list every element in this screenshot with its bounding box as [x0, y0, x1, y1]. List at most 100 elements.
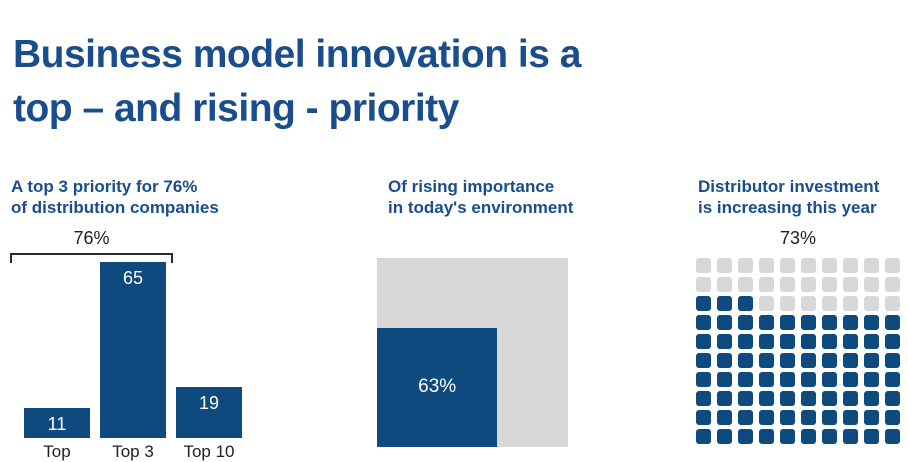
waffle-cell-filled — [843, 372, 858, 387]
bar-top3: 65 — [100, 262, 166, 438]
bar-chart: 76% 11 65 19 Top Top 3 Top 10 — [10, 228, 255, 462]
waffle-cell-empty — [864, 277, 879, 292]
waffle-cell-filled — [717, 410, 732, 425]
waffle-cell-filled — [780, 410, 795, 425]
waffle-cell-empty — [717, 258, 732, 273]
waffle-cell-empty — [885, 277, 900, 292]
waffle-chart — [696, 258, 900, 444]
waffle-cell-filled — [801, 315, 816, 330]
waffle-cell-empty — [801, 258, 816, 273]
waffle-cell-filled — [780, 353, 795, 368]
waffle-cell-filled — [885, 315, 900, 330]
square-value-label: 63% — [418, 376, 457, 398]
waffle-cell-filled — [738, 391, 753, 406]
waffle-cell-empty — [822, 277, 837, 292]
waffle-value-label: 73% — [779, 228, 817, 248]
waffle-cell-filled — [885, 429, 900, 444]
waffle-cell-filled — [780, 315, 795, 330]
waffle-cell-filled — [843, 410, 858, 425]
category-label-top10: Top 10 — [183, 442, 235, 461]
waffle-cell-filled — [822, 353, 837, 368]
waffle-cell-filled — [801, 372, 816, 387]
waffle-cell-filled — [864, 315, 879, 330]
waffle-cell-filled — [801, 391, 816, 406]
middle-panel-heading-line2: in today's environment — [388, 198, 574, 217]
waffle-cell-empty — [780, 277, 795, 292]
waffle-cell-filled — [822, 410, 837, 425]
waffle-cell-filled — [717, 353, 732, 368]
waffle-cell-filled — [696, 429, 711, 444]
waffle-cell-empty — [759, 258, 774, 273]
proportional-square-fill: 63% — [377, 327, 498, 447]
waffle-cell-filled — [717, 372, 732, 387]
waffle-cell-empty — [885, 296, 900, 311]
right-panel-heading-line1: Distributor investment — [698, 177, 880, 196]
page-title: Business model innovation is a top – and… — [13, 28, 581, 136]
waffle-cell-filled — [801, 429, 816, 444]
bar-top-value: 11 — [47, 414, 67, 434]
waffle-cell-filled — [822, 315, 837, 330]
page-title-line2: top – and rising - priority — [13, 87, 459, 131]
waffle-cell-filled — [759, 391, 774, 406]
right-panel-heading: Distributor investment is increasing thi… — [698, 176, 879, 218]
waffle-cell-filled — [696, 296, 711, 311]
left-panel-heading: A top 3 priority for 76% of distribution… — [11, 176, 219, 218]
waffle-cell-empty — [822, 258, 837, 273]
waffle-cell-filled — [759, 315, 774, 330]
waffle-cell-filled — [717, 315, 732, 330]
waffle-cell-filled — [843, 315, 858, 330]
bar-top3-value: 65 — [122, 268, 144, 288]
waffle-cell-filled — [780, 372, 795, 387]
waffle-cell-filled — [864, 410, 879, 425]
waffle-cell-filled — [843, 391, 858, 406]
waffle-cell-empty — [696, 277, 711, 292]
waffle-cell-empty — [738, 277, 753, 292]
middle-panel-heading: Of rising importance in today's environm… — [388, 176, 573, 218]
waffle-cell-empty — [822, 296, 837, 311]
waffle-cell-filled — [738, 372, 753, 387]
waffle-cell-filled — [738, 410, 753, 425]
waffle-cell-filled — [717, 391, 732, 406]
proportional-square-chart: 63% — [377, 258, 568, 447]
waffle-cell-empty — [864, 296, 879, 311]
middle-panel-heading-line1: Of rising importance — [388, 177, 555, 196]
waffle-cell-filled — [885, 410, 900, 425]
waffle-cell-empty — [780, 296, 795, 311]
waffle-cell-empty — [717, 277, 732, 292]
waffle-cell-empty — [759, 277, 774, 292]
waffle-cell-filled — [843, 429, 858, 444]
category-labels-row: Top Top 3 Top 10 — [24, 442, 244, 462]
waffle-cell-filled — [843, 334, 858, 349]
waffle-cell-filled — [822, 334, 837, 349]
waffle-cell-filled — [822, 372, 837, 387]
waffle-cell-filled — [696, 410, 711, 425]
waffle-cell-filled — [717, 296, 732, 311]
waffle-cell-filled — [801, 334, 816, 349]
waffle-cell-filled — [843, 353, 858, 368]
left-panel-heading-line1: A top 3 priority for 76% — [11, 177, 198, 196]
waffle-cell-filled — [864, 334, 879, 349]
waffle-cell-empty — [885, 258, 900, 273]
bracket-annotation — [10, 253, 173, 263]
waffle-cell-filled — [717, 334, 732, 349]
page-title-line1: Business model innovation is a — [13, 33, 581, 77]
waffle-cell-empty — [696, 258, 711, 273]
category-label-top: Top — [43, 442, 71, 461]
waffle-cell-filled — [696, 334, 711, 349]
waffle-cell-filled — [801, 353, 816, 368]
waffle-cell-filled — [780, 429, 795, 444]
waffle-cell-filled — [885, 391, 900, 406]
waffle-cell-filled — [759, 429, 774, 444]
waffle-cell-empty — [843, 258, 858, 273]
waffle-cell-filled — [864, 353, 879, 368]
waffle-cell-filled — [780, 391, 795, 406]
waffle-cell-filled — [780, 334, 795, 349]
waffle-cell-empty — [843, 277, 858, 292]
waffle-cell-empty — [864, 258, 879, 273]
bracket-total-label: 76% — [73, 228, 110, 248]
waffle-cell-empty — [843, 296, 858, 311]
right-panel-heading-line2: is increasing this year — [698, 198, 877, 217]
waffle-cell-filled — [738, 334, 753, 349]
waffle-cell-filled — [822, 391, 837, 406]
